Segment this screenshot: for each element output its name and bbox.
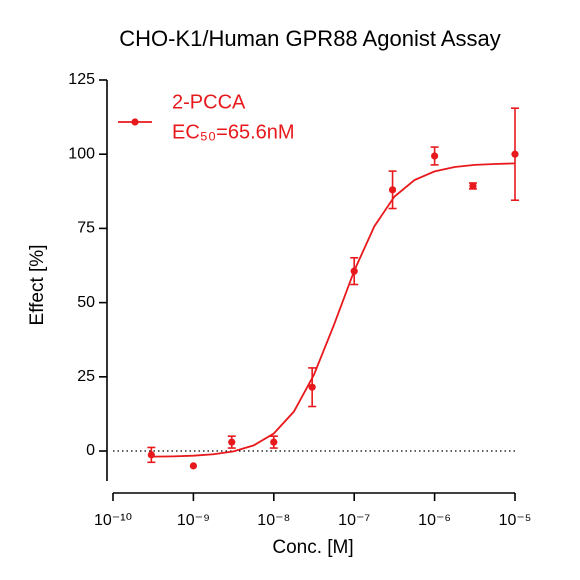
legend-label: 2-PCCA [172, 91, 246, 113]
legend-marker [131, 118, 139, 126]
data-point [147, 451, 155, 459]
y-tick-label: 100 [68, 145, 95, 162]
x-tick-label: 10⁻⁵ [499, 512, 532, 529]
data-point [308, 383, 316, 391]
data-point [388, 186, 397, 194]
x-axis-label: Conc. [M] [272, 537, 353, 558]
y-tick-label: 0 [86, 442, 95, 459]
data-point [270, 438, 278, 446]
x-tick-label: 10⁻⁷ [338, 512, 370, 529]
x-tick-label: 10⁻¹⁰ [94, 512, 132, 529]
annotation: EC₅₀=65.6nM [172, 121, 295, 143]
y-tick-label: 125 [68, 71, 95, 88]
data-point [511, 150, 519, 158]
x-tick-label: 10⁻⁸ [257, 512, 290, 529]
y-axis-label: Effect [%] [27, 245, 48, 326]
x-tick-label: 10⁻⁶ [418, 512, 451, 529]
fit-curve [153, 162, 516, 458]
data-point [469, 182, 477, 190]
data-point [228, 438, 236, 446]
y-tick-label: 25 [77, 368, 95, 385]
y-tick-label: 50 [77, 294, 95, 311]
y-tick-label: 75 [77, 220, 95, 237]
data-point [189, 462, 197, 470]
data-point [431, 152, 439, 160]
chart-title: CHO-K1/Human GPR88 Agonist Assay [119, 26, 501, 51]
x-tick-label: 10⁻⁹ [177, 512, 210, 529]
data-point [350, 267, 358, 275]
